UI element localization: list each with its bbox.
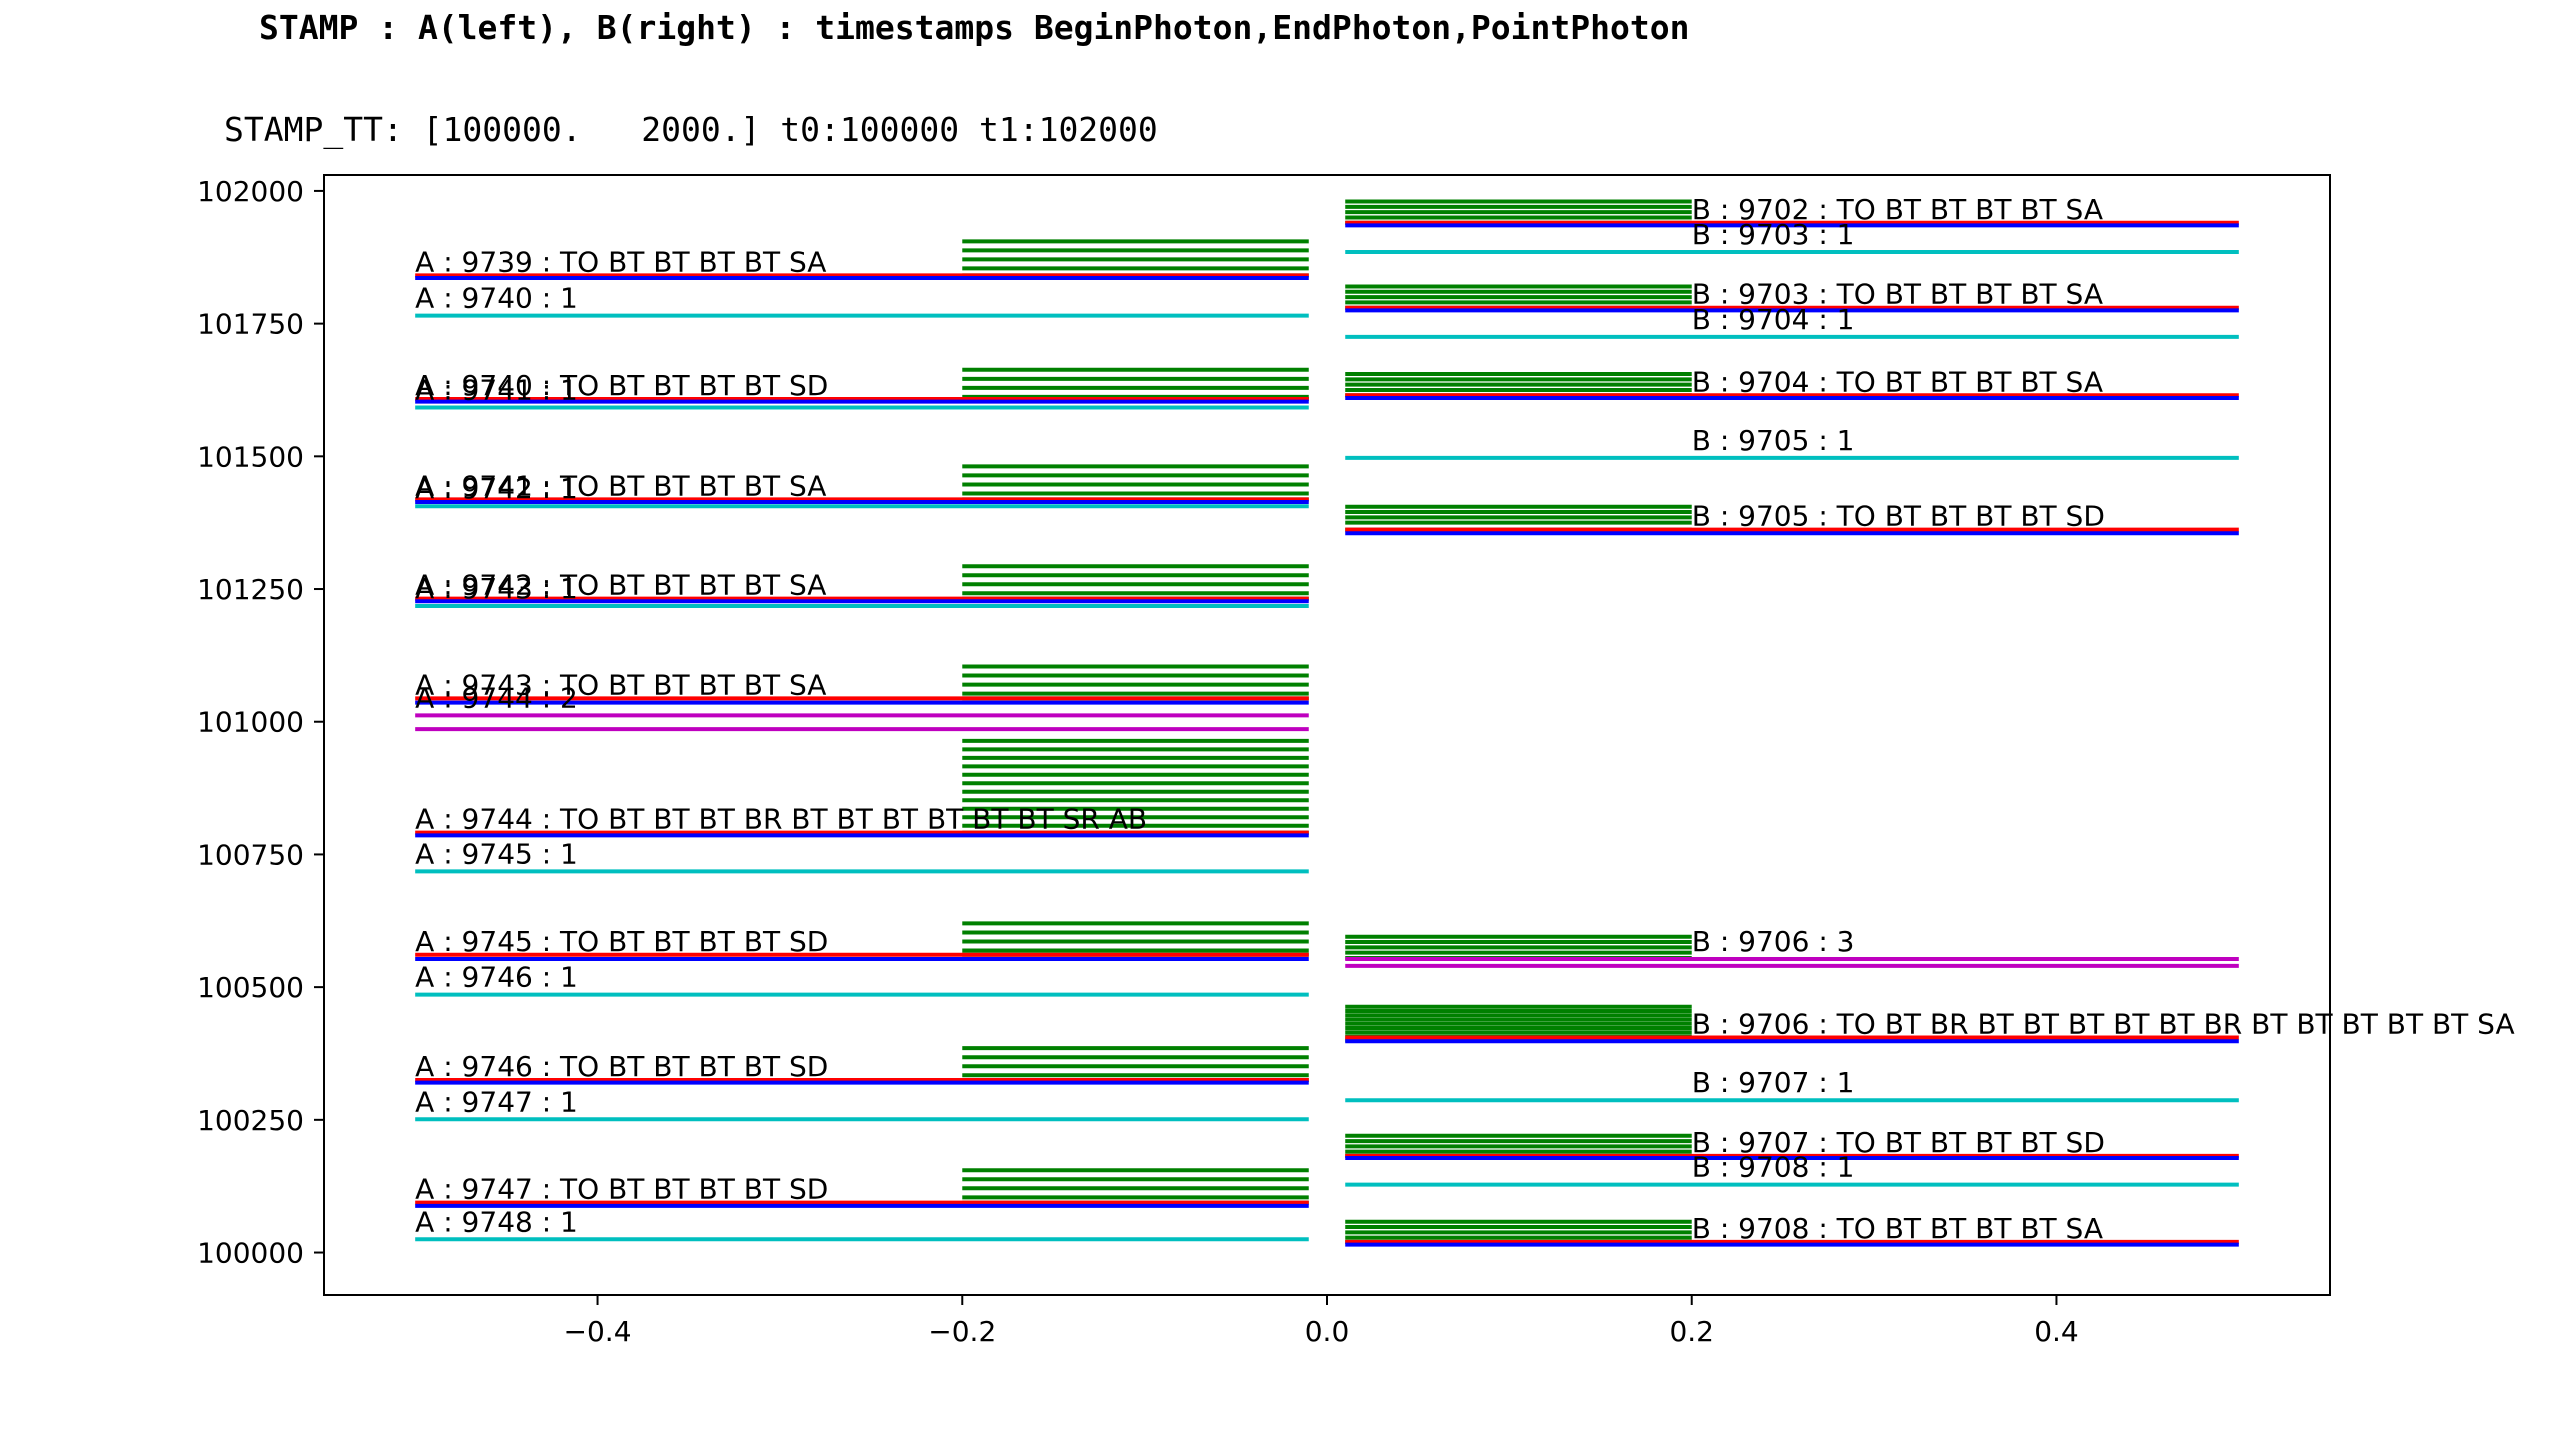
point-label: A : 9745 : 1 <box>415 837 578 870</box>
y-tick-label: 100000 <box>197 1237 304 1270</box>
photon-label: B : 9703 : TO BT BT BT BT SA <box>1692 278 2103 311</box>
point-label: A : 9744 : 2 <box>415 681 578 714</box>
chart-title: STAMP : A(left), B(right) : timestamps B… <box>259 8 1690 47</box>
y-tick-label: 101250 <box>197 573 304 606</box>
photon-label: B : 9707 : TO BT BT BT BT SD <box>1692 1126 2105 1159</box>
x-tick-label: 0.0 <box>1305 1315 1350 1348</box>
photon-label: A : 9740 : TO BT BT BT BT SD <box>415 369 828 402</box>
point-label: B : 9707 : 1 <box>1692 1066 1855 1099</box>
photon-label: A : 9742 : TO BT BT BT BT SA <box>415 569 826 602</box>
point-label: B : 9703 : 1 <box>1692 218 1855 251</box>
photon-label: B : 9708 : TO BT BT BT BT SA <box>1692 1212 2103 1245</box>
y-tick-label: 100750 <box>197 838 304 871</box>
point-label: A : 9748 : 1 <box>415 1205 578 1238</box>
point-label: B : 9706 : 3 <box>1692 925 1855 958</box>
photon-label: A : 9743 : TO BT BT BT BT SA <box>415 668 826 701</box>
point-label: B : 9705 : 1 <box>1692 424 1855 457</box>
y-tick-label: 101750 <box>197 308 304 341</box>
x-tick-label: 0.4 <box>2034 1315 2079 1348</box>
photon-label: B : 9704 : TO BT BT BT BT SA <box>1692 365 2103 398</box>
point-label: A : 9742 : 1 <box>415 472 578 505</box>
point-label: A : 9743 : 1 <box>415 572 578 605</box>
chart-subtitle: STAMP_TT: [100000. 2000.] t0:100000 t1:1… <box>224 110 1158 149</box>
point-label: A : 9741 : 1 <box>415 373 578 406</box>
point-label: B : 9704 : 1 <box>1692 303 1855 336</box>
photon-label: B : 9702 : TO BT BT BT BT SA <box>1692 193 2103 226</box>
point-label: A : 9746 : 1 <box>415 961 578 994</box>
x-tick-label: −0.2 <box>928 1315 996 1348</box>
point-label: A : 9740 : 1 <box>415 282 578 315</box>
x-tick-label: −0.4 <box>564 1315 632 1348</box>
y-tick-label: 100500 <box>197 971 304 1004</box>
y-tick-label: 100250 <box>197 1104 304 1137</box>
photon-label: B : 9705 : TO BT BT BT BT SD <box>1692 500 2105 533</box>
point-label: B : 9708 : 1 <box>1692 1151 1855 1184</box>
point-label: A : 9747 : 1 <box>415 1085 578 1118</box>
y-tick-label: 101000 <box>197 706 304 739</box>
photon-label: A : 9747 : TO BT BT BT BT SD <box>415 1173 828 1206</box>
photon-label: A : 9745 : TO BT BT BT BT SD <box>415 925 828 958</box>
x-tick-label: 0.2 <box>1669 1315 1714 1348</box>
photon-label: A : 9739 : TO BT BT BT BT SA <box>415 245 826 278</box>
y-tick-label: 101500 <box>197 440 304 473</box>
photon-label: A : 9741 : TO BT BT BT BT SA <box>415 469 826 502</box>
photon-label: B : 9706 : TO BT BR BT BT BT BT BT BR BT… <box>1692 1008 2515 1041</box>
photon-label: A : 9744 : TO BT BT BT BR BT BT BT BT BT… <box>415 803 1147 836</box>
y-tick-label: 102000 <box>197 175 304 208</box>
photon-label: A : 9746 : TO BT BT BT BT SD <box>415 1050 828 1083</box>
